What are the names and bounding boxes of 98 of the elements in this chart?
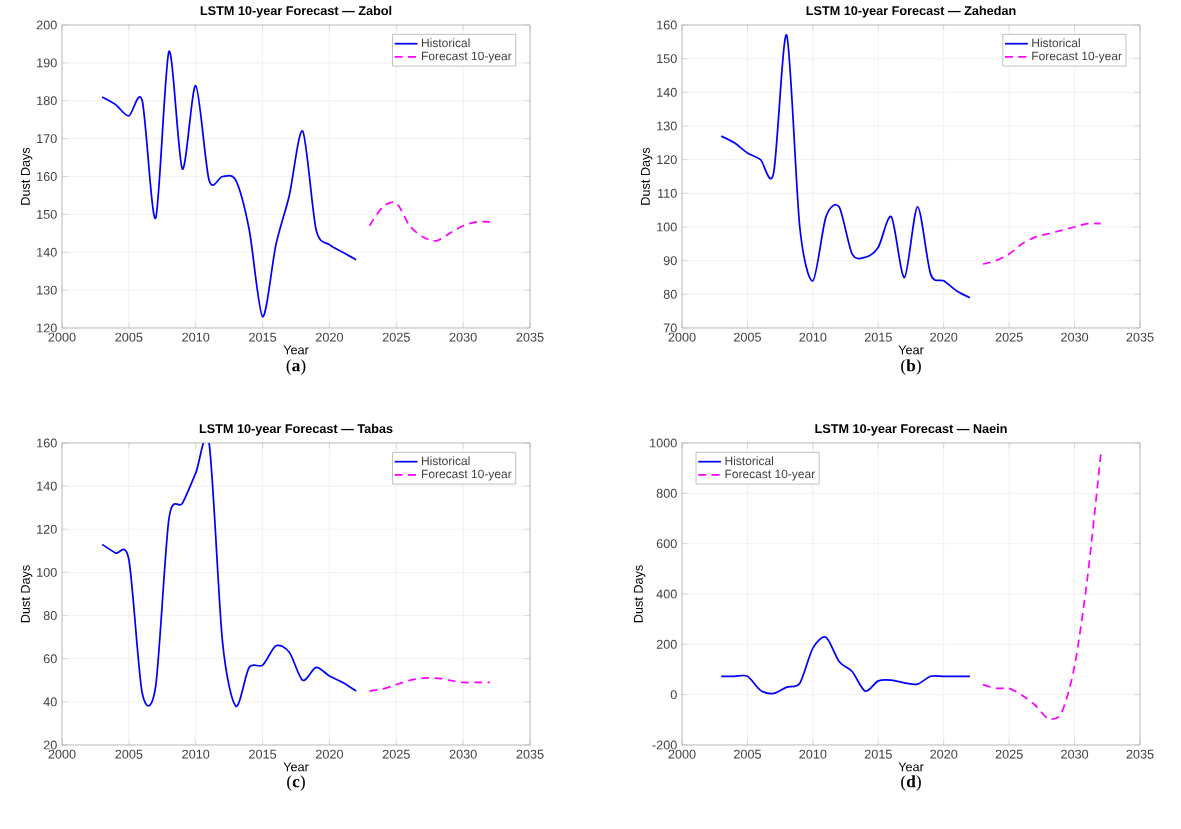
x-tick-label: 2000 — [668, 332, 696, 342]
x-tick-label: 2010 — [182, 332, 210, 342]
legend-label: Forecast 10-year — [725, 469, 815, 481]
y-tick-label: 400 — [656, 589, 677, 599]
x-axis-title: Year — [283, 345, 309, 355]
x-tick-label: 2000 — [48, 749, 76, 759]
y-tick-label: 160 — [37, 438, 57, 448]
x-tick-label: 2015 — [249, 332, 277, 342]
y-tick-label: 140 — [657, 87, 677, 97]
y-tick-label: 190 — [37, 58, 57, 68]
x-tick-label: 2030 — [1061, 749, 1089, 759]
legend-label: Historical — [725, 456, 774, 466]
x-tick-label: 2015 — [864, 749, 892, 759]
y-tick-label: 140 — [37, 247, 57, 257]
x-tick-label: 2035 — [1126, 749, 1154, 759]
x-tick-label: 2015 — [864, 332, 892, 342]
line-series — [982, 222, 1102, 265]
y-tick-label: 200 — [656, 639, 677, 649]
legend-label: Historical — [421, 456, 470, 466]
y-tick-label: 600 — [656, 539, 677, 549]
legend-label: Historical — [421, 38, 470, 48]
text: (a) — [286, 359, 306, 375]
y-tick-label: 60 — [43, 654, 57, 664]
y-tick-label: 90 — [663, 256, 677, 266]
y-tick-label: 200 — [36, 20, 57, 30]
y-tick-label: 150 — [657, 54, 677, 64]
line-series — [720, 34, 971, 299]
x-tick-label: 2025 — [995, 332, 1023, 342]
y-tick-label: 150 — [37, 209, 57, 219]
line-series — [368, 201, 491, 242]
line-series — [720, 636, 971, 695]
x-tick-label: 2035 — [1126, 332, 1154, 342]
x-tick-label: 2025 — [382, 332, 410, 342]
x-tick-label: 2015 — [249, 749, 277, 759]
y-tick-label: 160 — [37, 172, 57, 181]
x-axis-title: Year — [898, 762, 924, 772]
y-tick-label: 120 — [37, 524, 57, 534]
line-series — [101, 50, 358, 318]
text: (c) — [287, 775, 305, 791]
line-series — [368, 677, 491, 692]
y-axis-title: Dust Days — [20, 147, 33, 205]
x-tick-label: 2000 — [668, 749, 696, 759]
x-axis-title: Year — [283, 762, 309, 772]
x-tick-label: 2005 — [115, 332, 143, 342]
x-tick-label: 2000 — [48, 332, 76, 342]
x-tick-label: 2030 — [449, 332, 477, 342]
x-tick-label: 2035 — [516, 749, 544, 759]
x-tick-label: 2010 — [799, 332, 827, 342]
x-axis-title: Year — [898, 345, 924, 355]
x-tick-label: 2020 — [315, 749, 344, 759]
x-tick-label: 2020 — [930, 749, 958, 759]
x-tick-label: 2035 — [516, 332, 544, 342]
y-tick-label: 80 — [663, 289, 677, 299]
y-tick-label: -200 — [652, 740, 677, 750]
y-tick-label: 130 — [657, 121, 677, 131]
x-tick-label: 2025 — [382, 749, 410, 759]
x-tick-label: 2020 — [930, 332, 958, 342]
chart-title: LSTM 10-year Forecast — Naein — [815, 423, 1007, 436]
legend-label: Historical — [1032, 38, 1080, 48]
y-tick-label: 180 — [37, 96, 57, 106]
y-tick-label: 80 — [43, 611, 57, 621]
x-tick-label: 2025 — [995, 749, 1023, 759]
y-tick-label: 20 — [43, 740, 57, 750]
y-axis-title: Dust Days — [633, 565, 646, 623]
x-tick-label: 2030 — [1061, 332, 1089, 342]
legend-label: Forecast 10-year — [421, 469, 512, 481]
x-tick-label: 2010 — [799, 749, 827, 759]
y-tick-label: 130 — [37, 285, 57, 295]
y-tick-label: 160 — [657, 20, 677, 30]
y-tick-label: 170 — [37, 134, 57, 144]
y-tick-label: 120 — [37, 323, 57, 333]
y-tick-label: 0 — [670, 690, 677, 700]
x-tick-label: 2030 — [449, 749, 477, 759]
x-tick-label: 2005 — [733, 332, 761, 342]
y-tick-label: 40 — [43, 697, 57, 707]
chart-title: LSTM 10-year Forecast — Zabol — [200, 5, 392, 18]
chart-title: LSTM 10-year Forecast — Zahedan — [806, 5, 1016, 18]
x-tick-label: 2005 — [733, 749, 761, 759]
line-series — [101, 443, 358, 708]
y-tick-label: 100 — [657, 222, 677, 232]
y-tick-label: 100 — [37, 567, 57, 577]
y-tick-label: 800 — [656, 488, 677, 498]
y-axis-title: Dust Days — [20, 565, 33, 623]
line-series — [982, 453, 1102, 720]
y-tick-label: 120 — [657, 155, 677, 165]
text: (b) — [901, 359, 921, 375]
y-axis-title: Dust Days — [640, 147, 653, 205]
legend-label: Forecast 10-year — [421, 51, 512, 63]
y-tick-label: 110 — [658, 188, 677, 198]
text: (d) — [901, 775, 921, 791]
y-tick-label: 70 — [663, 323, 677, 333]
y-tick-label: 140 — [37, 481, 57, 491]
chart-title: LSTM 10-year Forecast — Tabas — [199, 423, 393, 436]
legend-label: Forecast 10-year — [1032, 51, 1122, 63]
x-tick-label: 2020 — [315, 332, 344, 342]
x-tick-label: 2010 — [182, 749, 210, 759]
x-tick-label: 2005 — [115, 749, 143, 759]
y-tick-label: 1000 — [650, 438, 677, 448]
